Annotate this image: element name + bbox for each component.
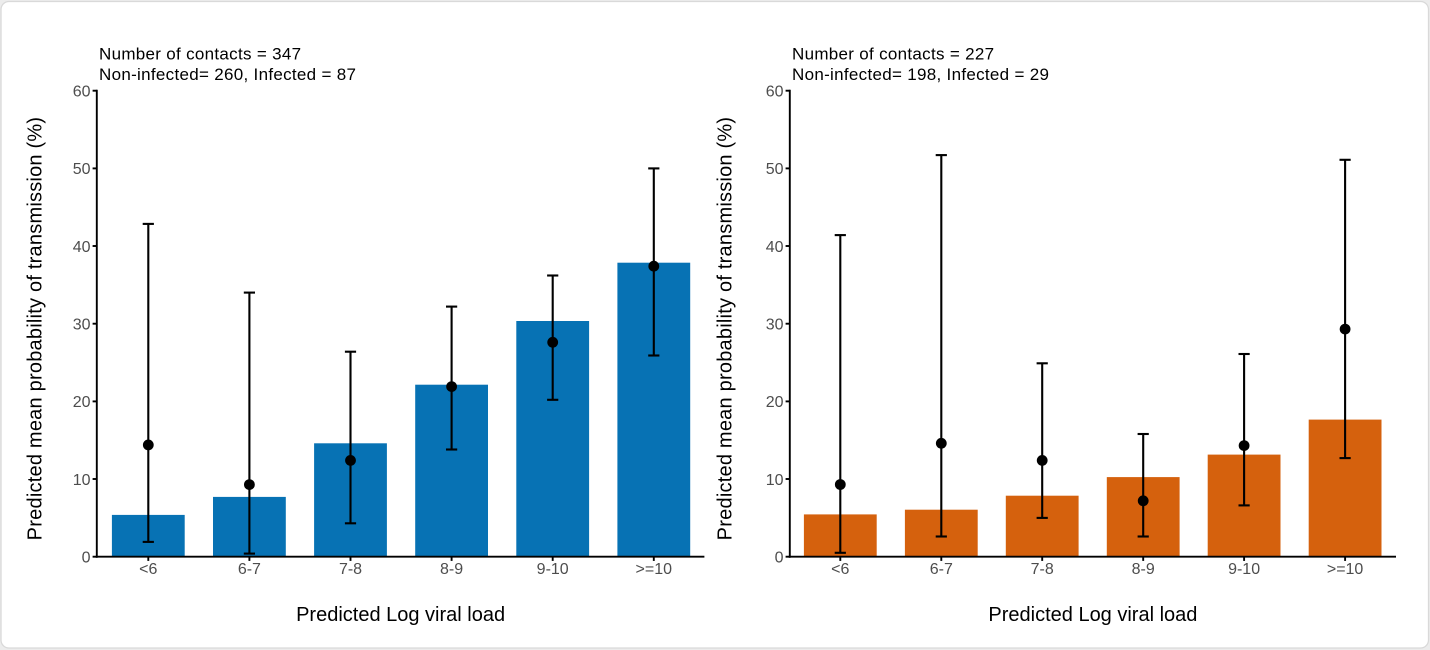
svg-text:50: 50 <box>73 161 91 178</box>
svg-text:Non-infected= 260, Infected =: Non-infected= 260, Infected = 87 <box>99 65 356 84</box>
svg-text:60: 60 <box>73 84 91 101</box>
svg-text:>=10: >=10 <box>1327 561 1364 578</box>
svg-text:40: 40 <box>766 239 784 256</box>
svg-text:10: 10 <box>73 472 91 489</box>
svg-text:Number of contacts = 347: Number of contacts = 347 <box>99 44 301 63</box>
svg-text:<6: <6 <box>831 561 849 578</box>
svg-text:8-9: 8-9 <box>1132 561 1155 578</box>
svg-text:9-10: 9-10 <box>1228 561 1260 578</box>
svg-text:20: 20 <box>73 394 91 411</box>
svg-text:Predicted Log viral load: Predicted Log viral load <box>296 604 505 626</box>
svg-text:9-10: 9-10 <box>537 561 569 578</box>
svg-text:50: 50 <box>766 161 784 178</box>
svg-text:Number of contacts = 227: Number of contacts = 227 <box>792 44 994 63</box>
svg-text:10: 10 <box>766 472 784 489</box>
svg-text:60: 60 <box>766 84 784 101</box>
svg-text:<6: <6 <box>139 561 157 578</box>
svg-text:40: 40 <box>73 239 91 256</box>
svg-text:Predicted mean probability of: Predicted mean probability of transmissi… <box>24 117 46 541</box>
svg-text:7-8: 7-8 <box>1031 561 1054 578</box>
svg-text:Predicted mean probability of: Predicted mean probability of transmissi… <box>714 117 736 541</box>
svg-text:30: 30 <box>73 317 91 334</box>
svg-text:>=10: >=10 <box>636 561 673 578</box>
svg-text:20: 20 <box>766 394 784 411</box>
svg-text:0: 0 <box>82 550 91 567</box>
svg-text:30: 30 <box>766 317 784 334</box>
svg-text:6-7: 6-7 <box>930 561 953 578</box>
svg-text:7-8: 7-8 <box>339 561 362 578</box>
svg-text:8-9: 8-9 <box>440 561 463 578</box>
svg-text:6-7: 6-7 <box>238 561 261 578</box>
svg-text:0: 0 <box>775 550 784 567</box>
svg-text:Predicted Log viral load: Predicted Log viral load <box>988 604 1197 626</box>
svg-text:Non-infected= 198, Infected =: Non-infected= 198, Infected = 29 <box>792 65 1049 84</box>
